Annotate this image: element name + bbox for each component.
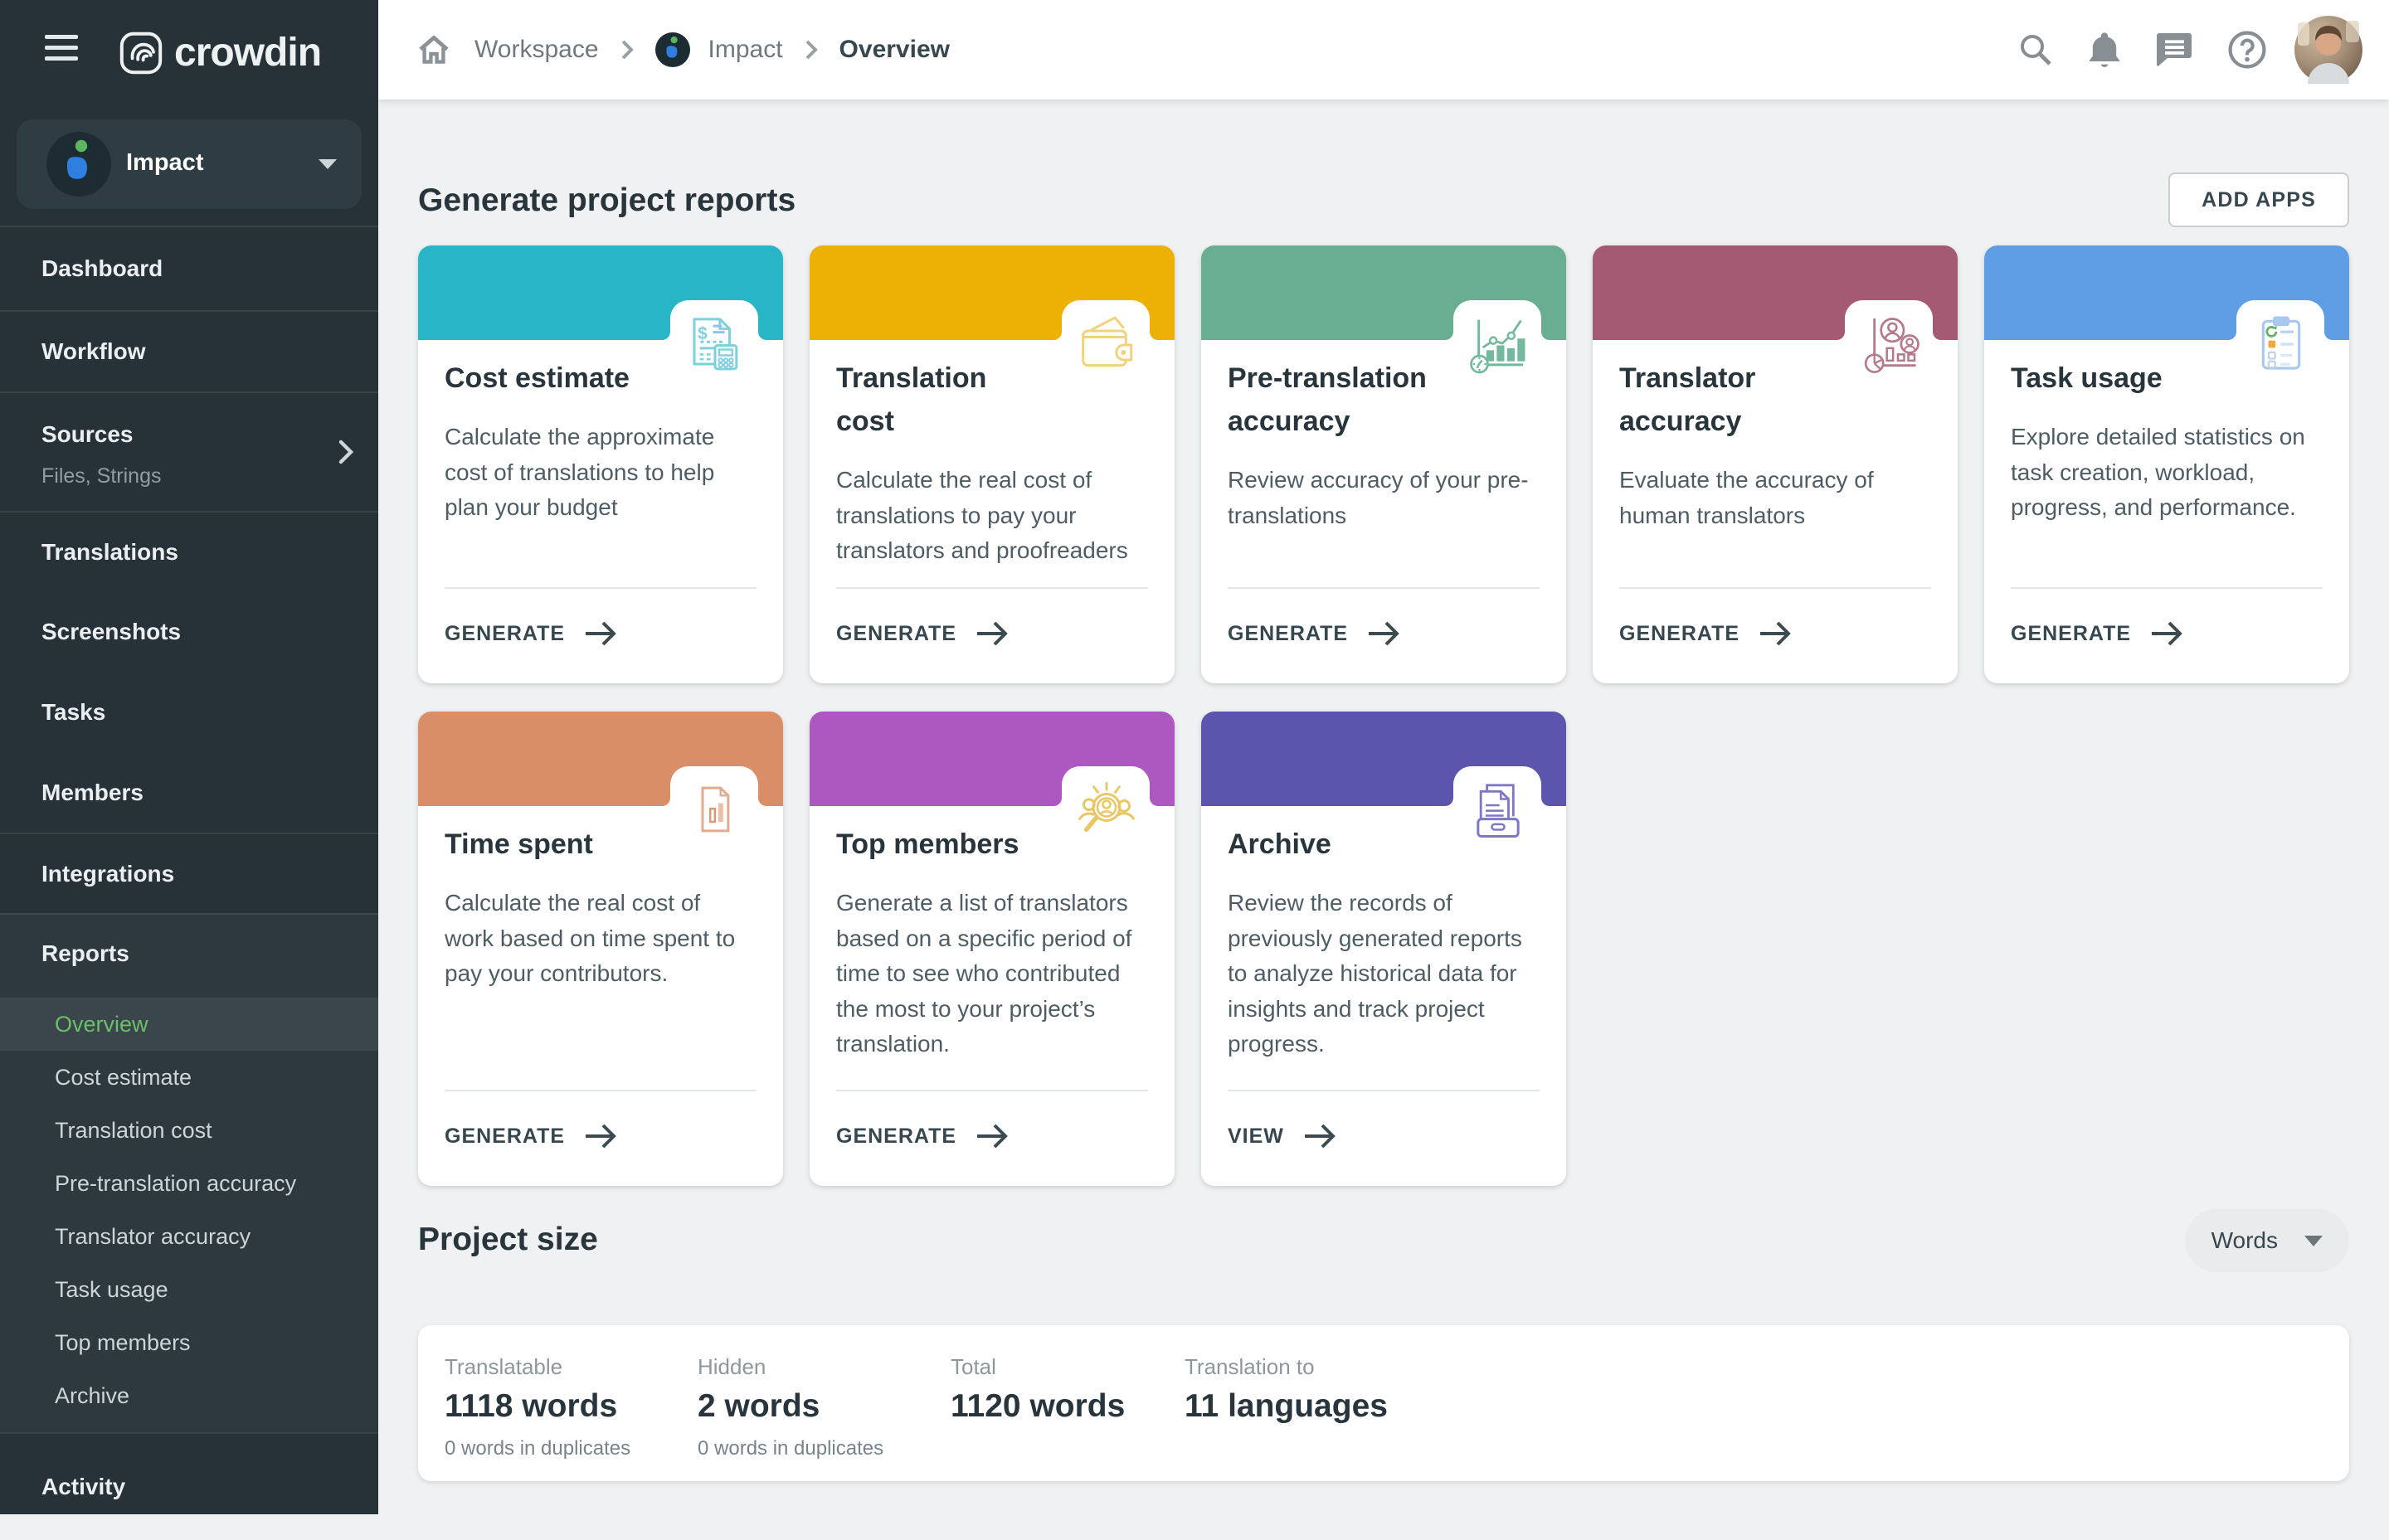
svg-text:$: $ bbox=[698, 324, 708, 343]
